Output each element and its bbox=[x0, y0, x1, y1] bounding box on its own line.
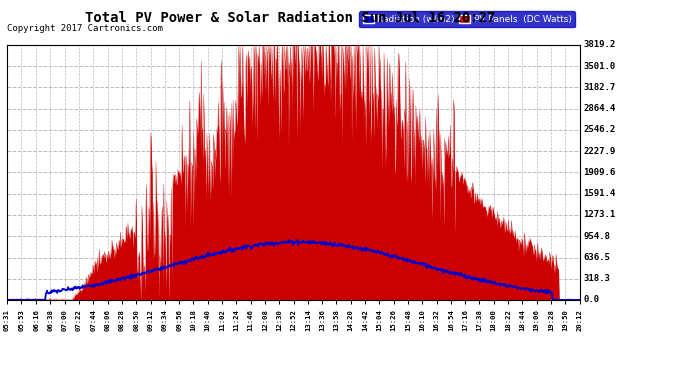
Text: 3182.7: 3182.7 bbox=[583, 83, 615, 92]
Text: 0.0: 0.0 bbox=[583, 296, 599, 304]
Text: 3501.0: 3501.0 bbox=[583, 62, 615, 71]
Text: 2227.9: 2227.9 bbox=[583, 147, 615, 156]
Legend: Radiation (w/m2), PV Panels  (DC Watts): Radiation (w/m2), PV Panels (DC Watts) bbox=[359, 11, 575, 27]
Text: 954.8: 954.8 bbox=[583, 232, 610, 241]
Text: 1591.4: 1591.4 bbox=[583, 189, 615, 198]
Text: 3819.2: 3819.2 bbox=[583, 40, 615, 50]
Text: Copyright 2017 Cartronics.com: Copyright 2017 Cartronics.com bbox=[7, 24, 163, 33]
Text: 1909.6: 1909.6 bbox=[583, 168, 615, 177]
Text: 1273.1: 1273.1 bbox=[583, 210, 615, 219]
Text: 636.5: 636.5 bbox=[583, 253, 610, 262]
Text: 2546.2: 2546.2 bbox=[583, 126, 615, 135]
Text: 2864.4: 2864.4 bbox=[583, 104, 615, 113]
Text: Total PV Power & Solar Radiation Sun Jul 16 20:27: Total PV Power & Solar Radiation Sun Jul… bbox=[85, 11, 495, 25]
Text: 318.3: 318.3 bbox=[583, 274, 610, 283]
